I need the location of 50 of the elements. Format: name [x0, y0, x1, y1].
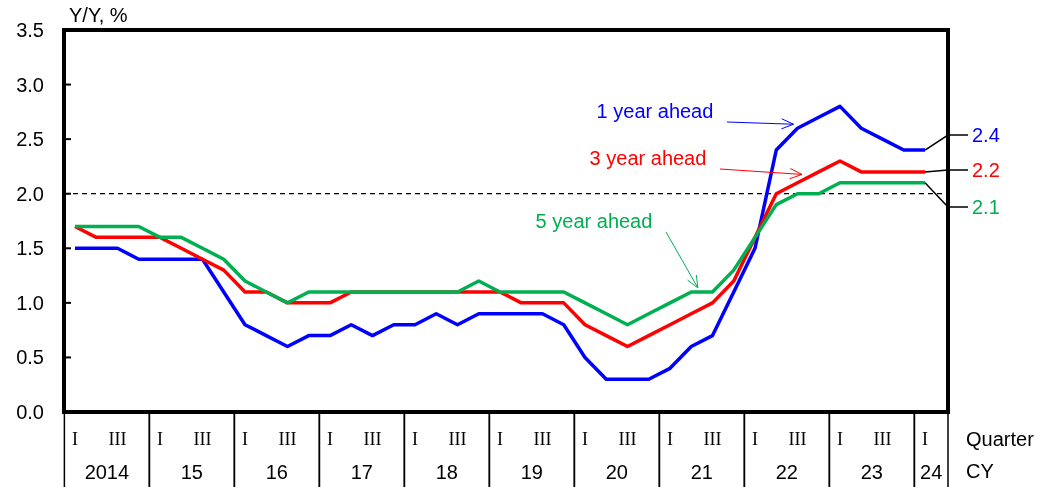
data-label: 2.2: [972, 159, 1000, 181]
data-label: 2.4: [972, 124, 1000, 146]
x-tick-label: I: [157, 429, 163, 449]
x-tick-label: III: [193, 429, 212, 449]
text: 20: [605, 461, 628, 483]
line-series: [73, 181, 927, 327]
line-series: [73, 104, 927, 382]
x-tick-label: I: [72, 429, 78, 449]
x-tick-label: I: [412, 429, 418, 449]
x-tick-label: I: [327, 429, 333, 449]
text: 18: [435, 461, 458, 483]
data-label: 2.1: [972, 196, 1000, 218]
x-tick-label: III: [108, 429, 127, 449]
y-axis-title: Y/Y, %: [69, 4, 128, 26]
x-tick-label: I: [497, 429, 503, 449]
x-tick-label: III: [533, 429, 552, 449]
text: 16: [265, 461, 288, 483]
y-tick-label: 2.5: [16, 128, 44, 151]
text: 2014: [84, 461, 130, 483]
y-tick-label: 3.5: [16, 19, 44, 41]
text: 17: [350, 461, 373, 483]
y-tick-label: 2.0: [16, 182, 44, 205]
text: 21: [690, 461, 713, 483]
x-tick-label: III: [448, 429, 467, 449]
x-tick-label: I: [242, 429, 248, 449]
x-tick-label: III: [618, 429, 637, 449]
x-tick-label: III: [788, 429, 807, 449]
text: 23: [860, 461, 883, 483]
x-tick-label: III: [873, 429, 892, 449]
x-tick-label: I: [752, 429, 758, 449]
x-tick-label: III: [363, 429, 382, 449]
x-tick-label: III: [703, 429, 722, 449]
x-tick-label: I: [667, 429, 673, 449]
x-tick-label: I: [837, 429, 843, 449]
text: 15: [180, 461, 203, 483]
y-tick-label: 0.0: [16, 401, 44, 423]
x-tick-label: III: [278, 429, 297, 449]
y-tick-label: 1.5: [16, 237, 44, 260]
text: 22: [775, 461, 798, 483]
legend-label: 1 year ahead: [596, 100, 714, 122]
y-tick-label: 3.0: [16, 73, 44, 96]
text: 24: [920, 461, 943, 483]
y-tick-label: 1.0: [16, 291, 44, 314]
x-axis-title: Quarter CY: [966, 428, 1035, 482]
legend-label: 3 year ahead: [589, 147, 707, 169]
text: 5 year ahead: [535, 210, 653, 232]
y-tick-label: 0.5: [16, 346, 44, 369]
text: 19: [520, 461, 543, 483]
x-tick-label: I: [582, 429, 588, 449]
x-tick-label: I: [922, 429, 928, 449]
